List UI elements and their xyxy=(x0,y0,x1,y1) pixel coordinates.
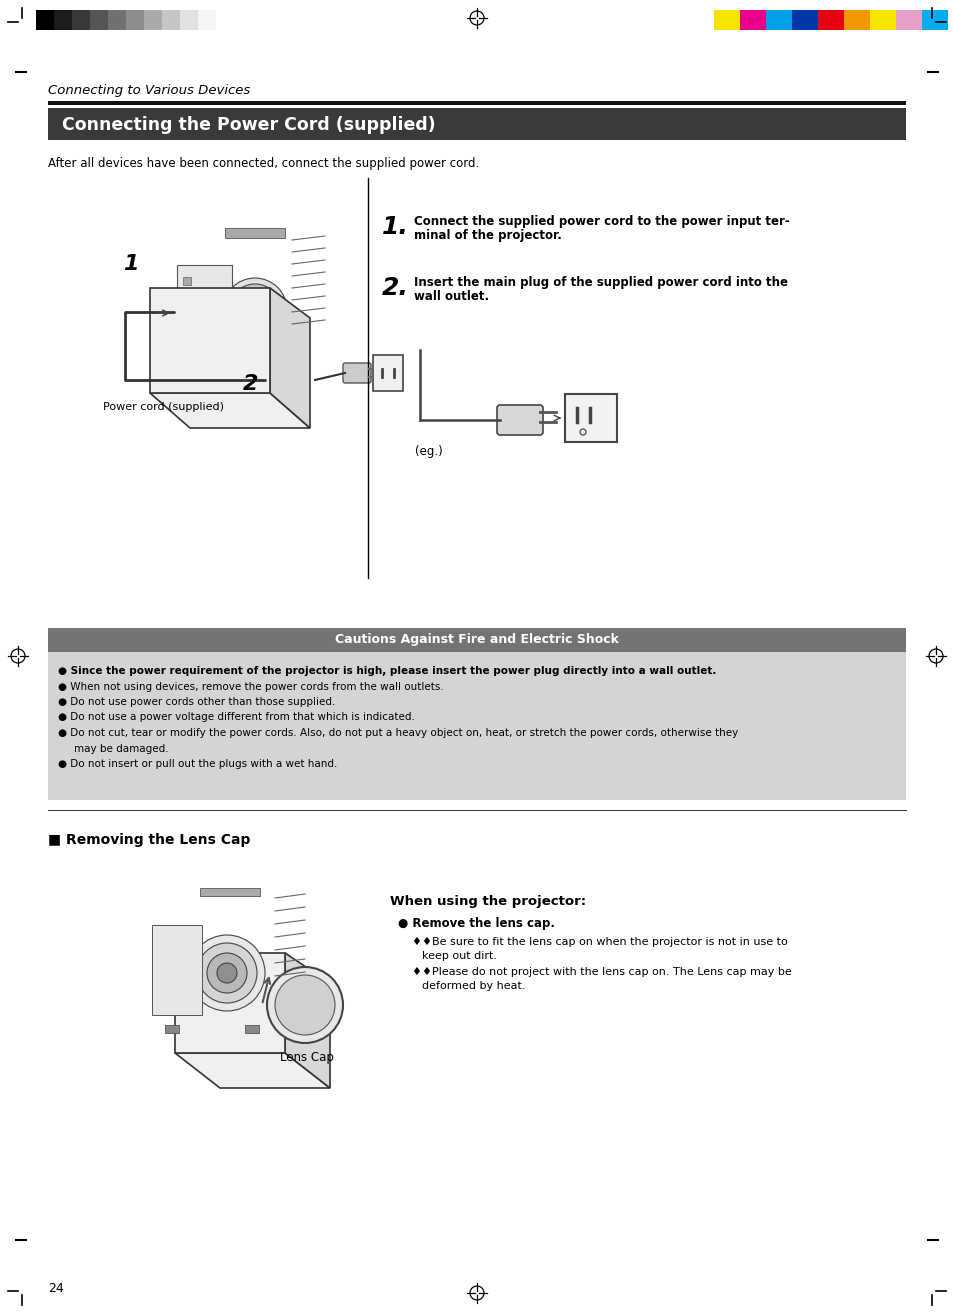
Bar xyxy=(48,108,905,140)
Bar xyxy=(245,1025,258,1033)
Text: Cautions Against Fire and Electric Shock: Cautions Against Fire and Electric Shock xyxy=(335,633,618,646)
Text: ● Do not use power cords other than those supplied.: ● Do not use power cords other than thos… xyxy=(58,697,335,706)
FancyBboxPatch shape xyxy=(373,355,402,391)
Circle shape xyxy=(236,291,273,328)
Polygon shape xyxy=(285,953,330,1088)
Circle shape xyxy=(192,361,200,369)
Text: ● Do not use a power voltage different from that which is indicated.: ● Do not use a power voltage different f… xyxy=(58,713,415,722)
Text: 2.: 2. xyxy=(381,276,409,299)
Circle shape xyxy=(196,943,256,1003)
Polygon shape xyxy=(174,1053,330,1088)
Bar xyxy=(183,307,191,315)
Bar xyxy=(169,312,181,328)
Text: After all devices have been connected, connect the supplied power cord.: After all devices have been connected, c… xyxy=(48,158,478,169)
Text: Lens Cap: Lens Cap xyxy=(280,1050,334,1064)
Text: (eg.): (eg.) xyxy=(415,445,442,458)
Bar xyxy=(126,11,144,30)
Bar xyxy=(144,11,162,30)
Text: ● Do not cut, tear or modify the power cords. Also, do not put a heavy object on: ● Do not cut, tear or modify the power c… xyxy=(58,727,738,738)
Text: Connecting to Various Devices: Connecting to Various Devices xyxy=(48,84,250,97)
Bar xyxy=(177,265,232,355)
Text: ■ Removing the Lens Cap: ■ Removing the Lens Cap xyxy=(48,832,250,847)
Bar xyxy=(740,11,765,30)
Bar xyxy=(215,11,233,30)
Bar xyxy=(48,653,905,800)
Circle shape xyxy=(267,966,343,1043)
Bar xyxy=(921,11,947,30)
Bar xyxy=(713,11,740,30)
Bar xyxy=(162,11,180,30)
Text: 1.: 1. xyxy=(381,215,409,239)
Text: When using the projector:: When using the projector: xyxy=(390,895,585,909)
Text: wall outlet.: wall outlet. xyxy=(414,290,489,303)
Bar xyxy=(54,11,71,30)
Bar xyxy=(183,291,191,299)
FancyBboxPatch shape xyxy=(343,362,371,383)
Text: deformed by heat.: deformed by heat. xyxy=(421,981,525,991)
Text: minal of the projector.: minal of the projector. xyxy=(414,228,561,242)
Polygon shape xyxy=(150,288,270,393)
Bar xyxy=(869,11,895,30)
Text: 24: 24 xyxy=(48,1281,64,1295)
Text: 2: 2 xyxy=(243,374,258,394)
Bar xyxy=(200,888,260,895)
Circle shape xyxy=(272,361,280,369)
Circle shape xyxy=(229,284,281,336)
Circle shape xyxy=(274,976,335,1035)
Bar xyxy=(765,11,791,30)
Bar xyxy=(71,11,90,30)
Bar xyxy=(843,11,869,30)
Text: ♦♦Please do not project with the lens cap on. The Lens cap may be: ♦♦Please do not project with the lens ca… xyxy=(412,966,791,977)
Bar xyxy=(152,924,202,1015)
FancyBboxPatch shape xyxy=(497,404,542,435)
Text: ● When not using devices, remove the power cords from the wall outlets.: ● When not using devices, remove the pow… xyxy=(58,681,443,692)
Bar xyxy=(90,11,108,30)
Circle shape xyxy=(189,935,265,1011)
Bar xyxy=(198,11,215,30)
Circle shape xyxy=(245,299,265,320)
Bar xyxy=(564,394,617,442)
Bar xyxy=(895,11,921,30)
Circle shape xyxy=(207,953,247,993)
Text: ● Remove the lens cap.: ● Remove the lens cap. xyxy=(397,916,555,930)
Text: Power cord (supplied): Power cord (supplied) xyxy=(103,402,224,412)
Bar xyxy=(165,1025,179,1033)
Bar xyxy=(190,360,202,368)
Circle shape xyxy=(223,278,287,341)
Text: keep out dirt.: keep out dirt. xyxy=(421,951,497,961)
Text: ● Do not insert or pull out the plugs with a wet hand.: ● Do not insert or pull out the plugs wi… xyxy=(58,759,337,769)
Text: 1: 1 xyxy=(123,253,138,274)
Circle shape xyxy=(216,962,236,983)
Bar xyxy=(36,11,54,30)
Polygon shape xyxy=(270,288,310,428)
Polygon shape xyxy=(174,953,285,1053)
Bar xyxy=(108,11,126,30)
Bar xyxy=(48,101,905,105)
Bar xyxy=(225,228,285,238)
Text: ● Since the power requirement of the projector is high, please insert the power : ● Since the power requirement of the pro… xyxy=(58,666,716,676)
Text: may be damaged.: may be damaged. xyxy=(74,743,169,754)
Bar xyxy=(48,628,905,653)
Text: Insert the main plug of the supplied power cord into the: Insert the main plug of the supplied pow… xyxy=(414,276,787,289)
Text: Connect the supplied power cord to the power input ter-: Connect the supplied power cord to the p… xyxy=(414,215,789,228)
Text: Connecting the Power Cord (supplied): Connecting the Power Cord (supplied) xyxy=(62,116,436,134)
Bar xyxy=(791,11,817,30)
Bar xyxy=(183,277,191,285)
Bar xyxy=(180,11,198,30)
Polygon shape xyxy=(163,306,169,326)
Bar xyxy=(817,11,843,30)
Polygon shape xyxy=(150,393,310,428)
Text: ♦♦Be sure to fit the lens cap on when the projector is not in use to: ♦♦Be sure to fit the lens cap on when th… xyxy=(412,937,787,947)
Bar xyxy=(270,360,282,368)
